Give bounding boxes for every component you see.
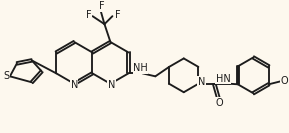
Text: NH: NH	[133, 63, 148, 73]
Text: O: O	[281, 76, 288, 86]
Text: N: N	[108, 80, 115, 90]
Text: N: N	[71, 80, 78, 90]
Text: HN: HN	[216, 74, 231, 84]
Text: S: S	[3, 71, 9, 81]
Text: N: N	[198, 77, 205, 87]
Text: F: F	[86, 10, 91, 20]
Text: F: F	[99, 1, 104, 11]
Text: F: F	[114, 10, 120, 20]
Text: O: O	[215, 98, 223, 108]
